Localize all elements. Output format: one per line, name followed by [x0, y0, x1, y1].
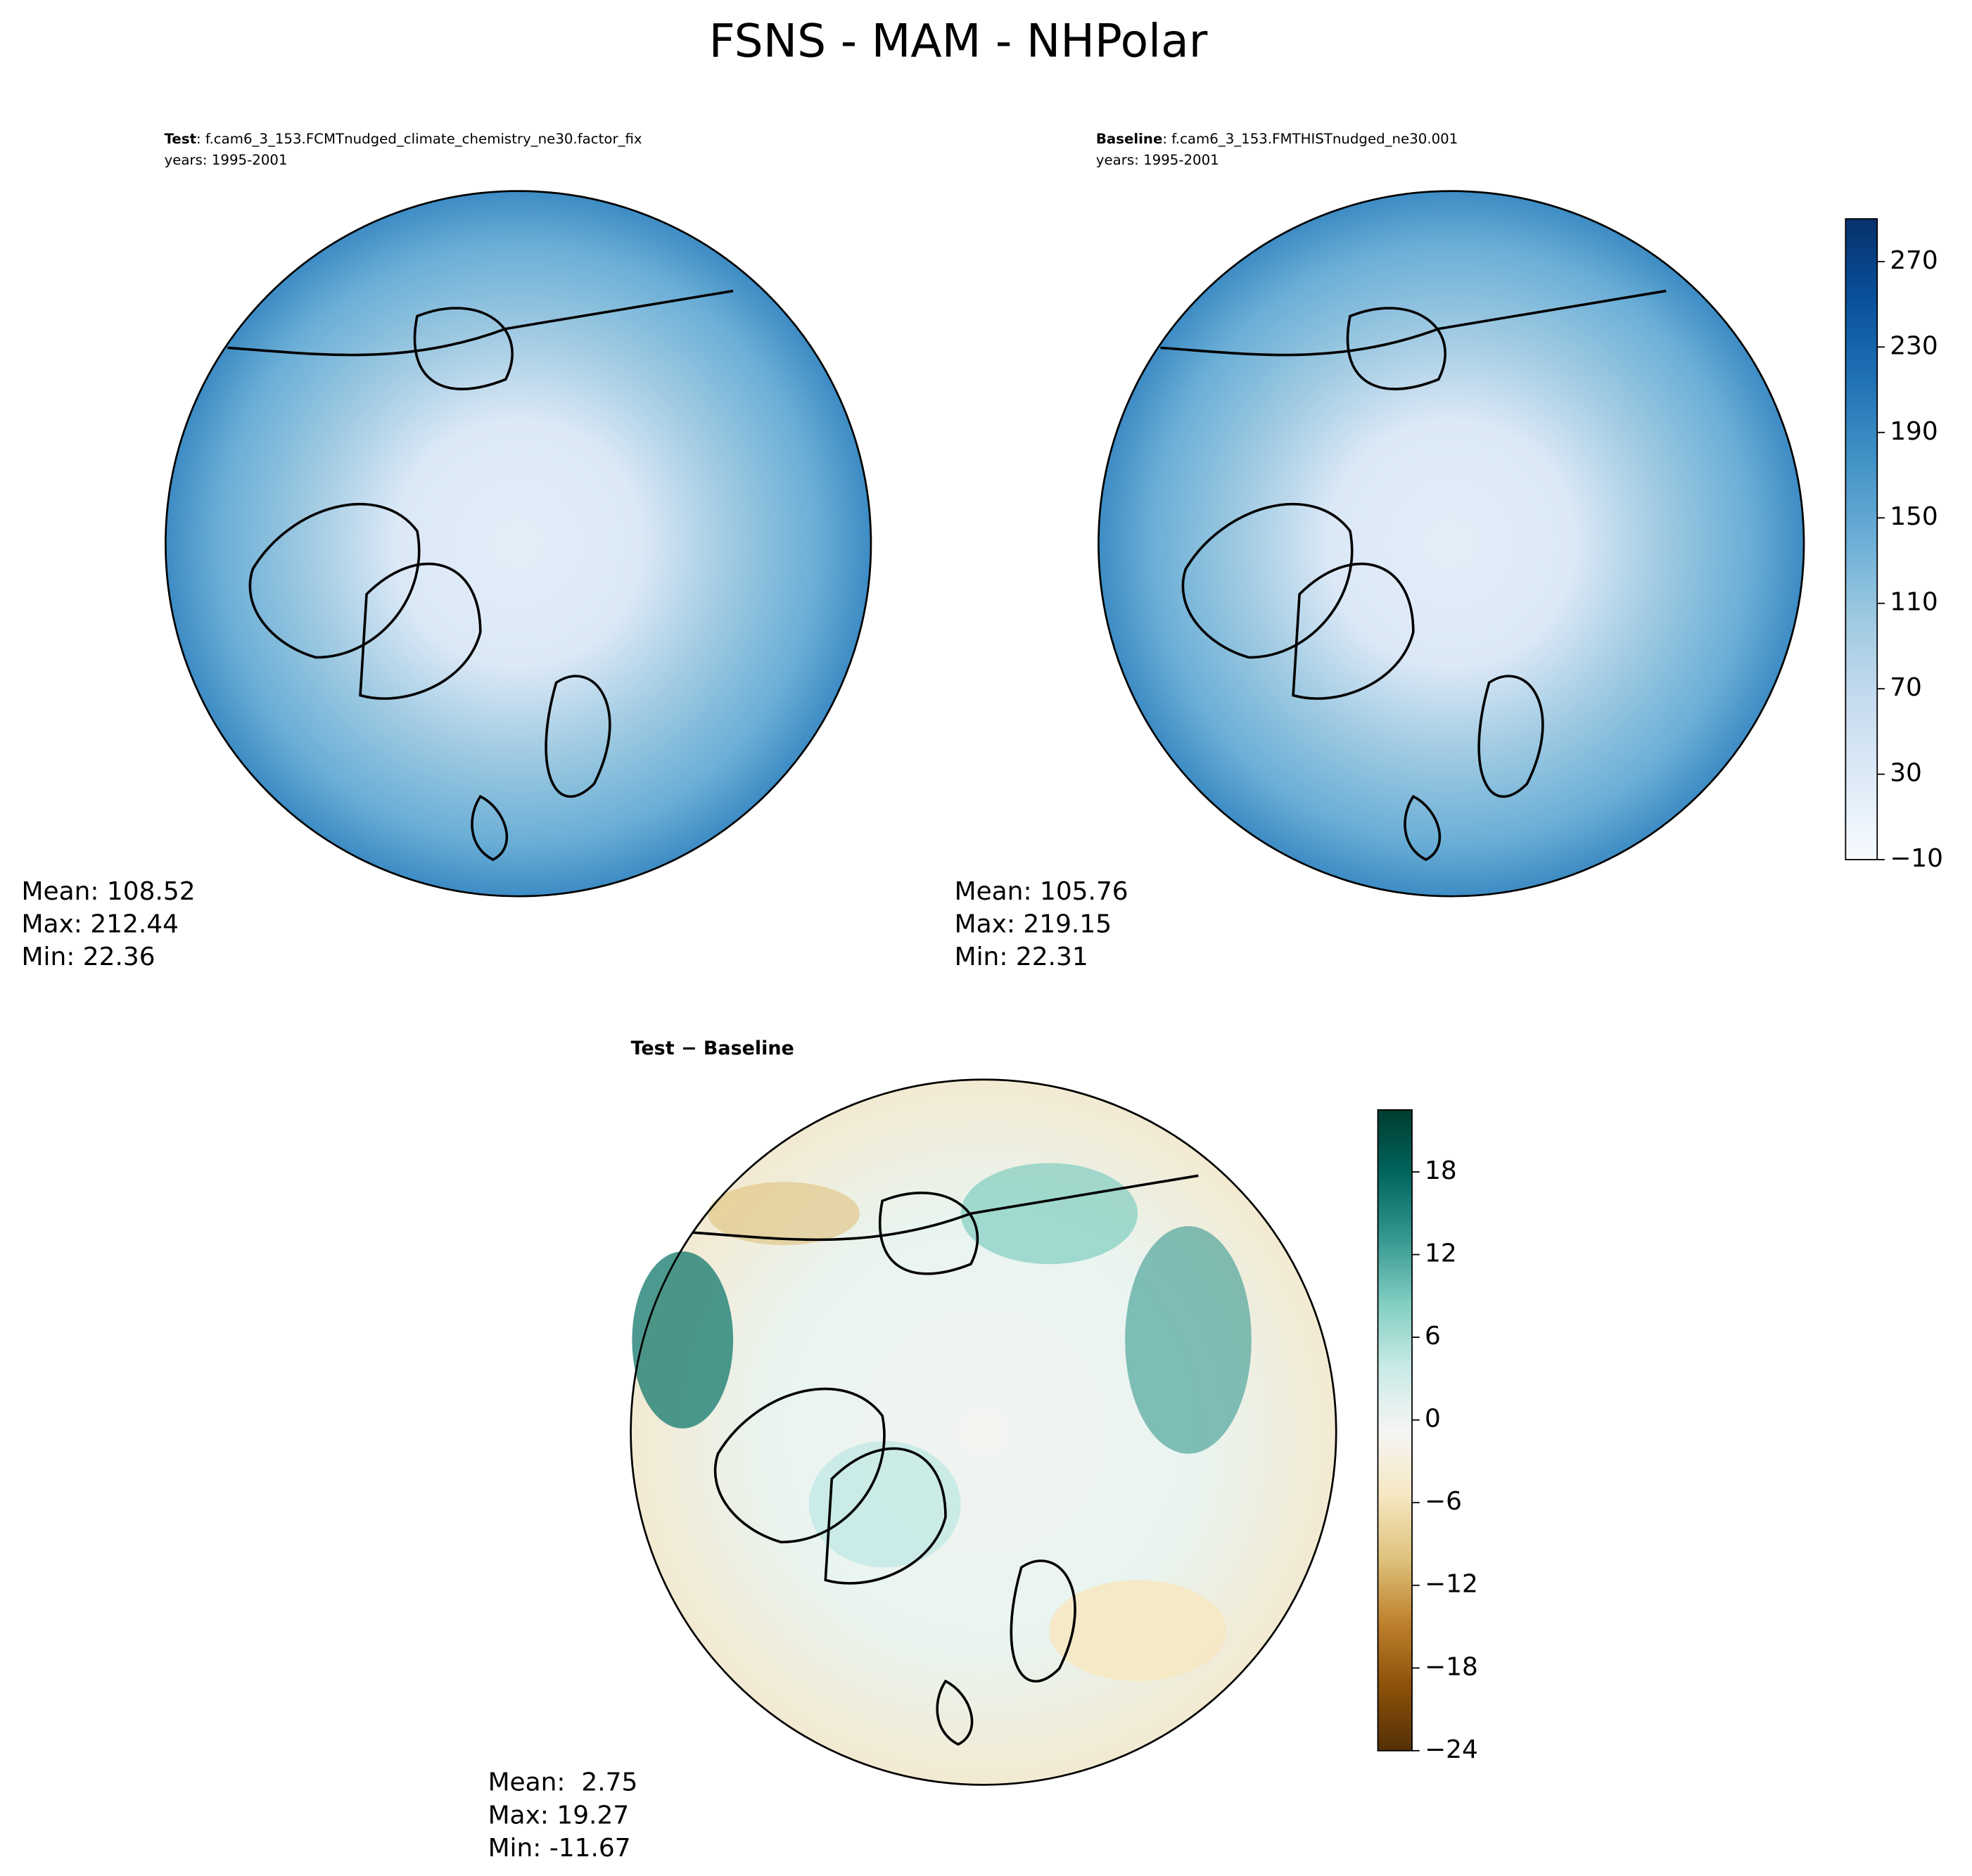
colorbar-tick-label: −18: [1425, 1652, 1478, 1681]
map-baseline: [1098, 190, 1805, 898]
colorbar-tick-label: 270: [1890, 246, 1938, 275]
colorbar-tick-label: 6: [1425, 1322, 1441, 1351]
panel-case: : f.cam6_3_153.FMTHISTnudged_ne30.001: [1162, 130, 1458, 146]
figure-title: FSNS - MAM - NHPolar: [709, 15, 1208, 68]
colorbar-tick-label: 230: [1890, 331, 1938, 360]
colorbar-tick-label: −24: [1425, 1735, 1478, 1764]
stat: Mean: 105.76: [955, 877, 1128, 906]
colorbar-tick-label: −10: [1890, 844, 1943, 873]
panel-header: Baseline: f.cam6_3_153.FMTHISTnudged_ne3…: [1096, 130, 1458, 146]
stat: Max: 219.15: [955, 910, 1112, 939]
stat: Max: 212.44: [22, 910, 179, 939]
stat: Max: 19.27: [488, 1801, 630, 1830]
colorbar-tick-label: 30: [1890, 759, 1922, 788]
panel-label: Test: [165, 130, 196, 146]
map-difference: [630, 1078, 1337, 1786]
panel-case: : f.cam6_3_153.FCMTnudged_climate_chemis…: [196, 130, 642, 146]
colorbar-tick-label: 0: [1425, 1405, 1441, 1434]
stat: Min: 22.31: [955, 943, 1088, 971]
stat: Mean: 108.52: [22, 877, 196, 906]
colorbar-tick-label: 12: [1425, 1239, 1457, 1268]
stat: Min: -11.67: [488, 1834, 631, 1863]
stat: Min: 22.36: [22, 943, 155, 971]
colorbar-tick-label: 70: [1890, 673, 1922, 702]
panel-label: Baseline: [1096, 130, 1163, 146]
panel-years: years: 1995-2001: [165, 152, 288, 168]
colorbar-tick-label: 190: [1890, 417, 1938, 446]
colorbar: [1377, 1109, 1413, 1751]
colorbar-tick-label: 150: [1890, 502, 1938, 531]
map-test: [165, 190, 872, 898]
colorbar-tick-label: −6: [1425, 1487, 1462, 1516]
stat: Mean: 2.75: [488, 1768, 638, 1797]
colorbar-tick-label: −12: [1425, 1570, 1478, 1599]
panel-years: years: 1995-2001: [1096, 152, 1219, 168]
panel-label: Test − Baseline: [631, 1038, 794, 1059]
colorbar: [1845, 218, 1878, 860]
panel-header: Test: f.cam6_3_153.FCMTnudged_climate_ch…: [165, 130, 642, 146]
colorbar-tick-label: 18: [1425, 1156, 1457, 1185]
colorbar-tick-label: 110: [1890, 588, 1938, 617]
